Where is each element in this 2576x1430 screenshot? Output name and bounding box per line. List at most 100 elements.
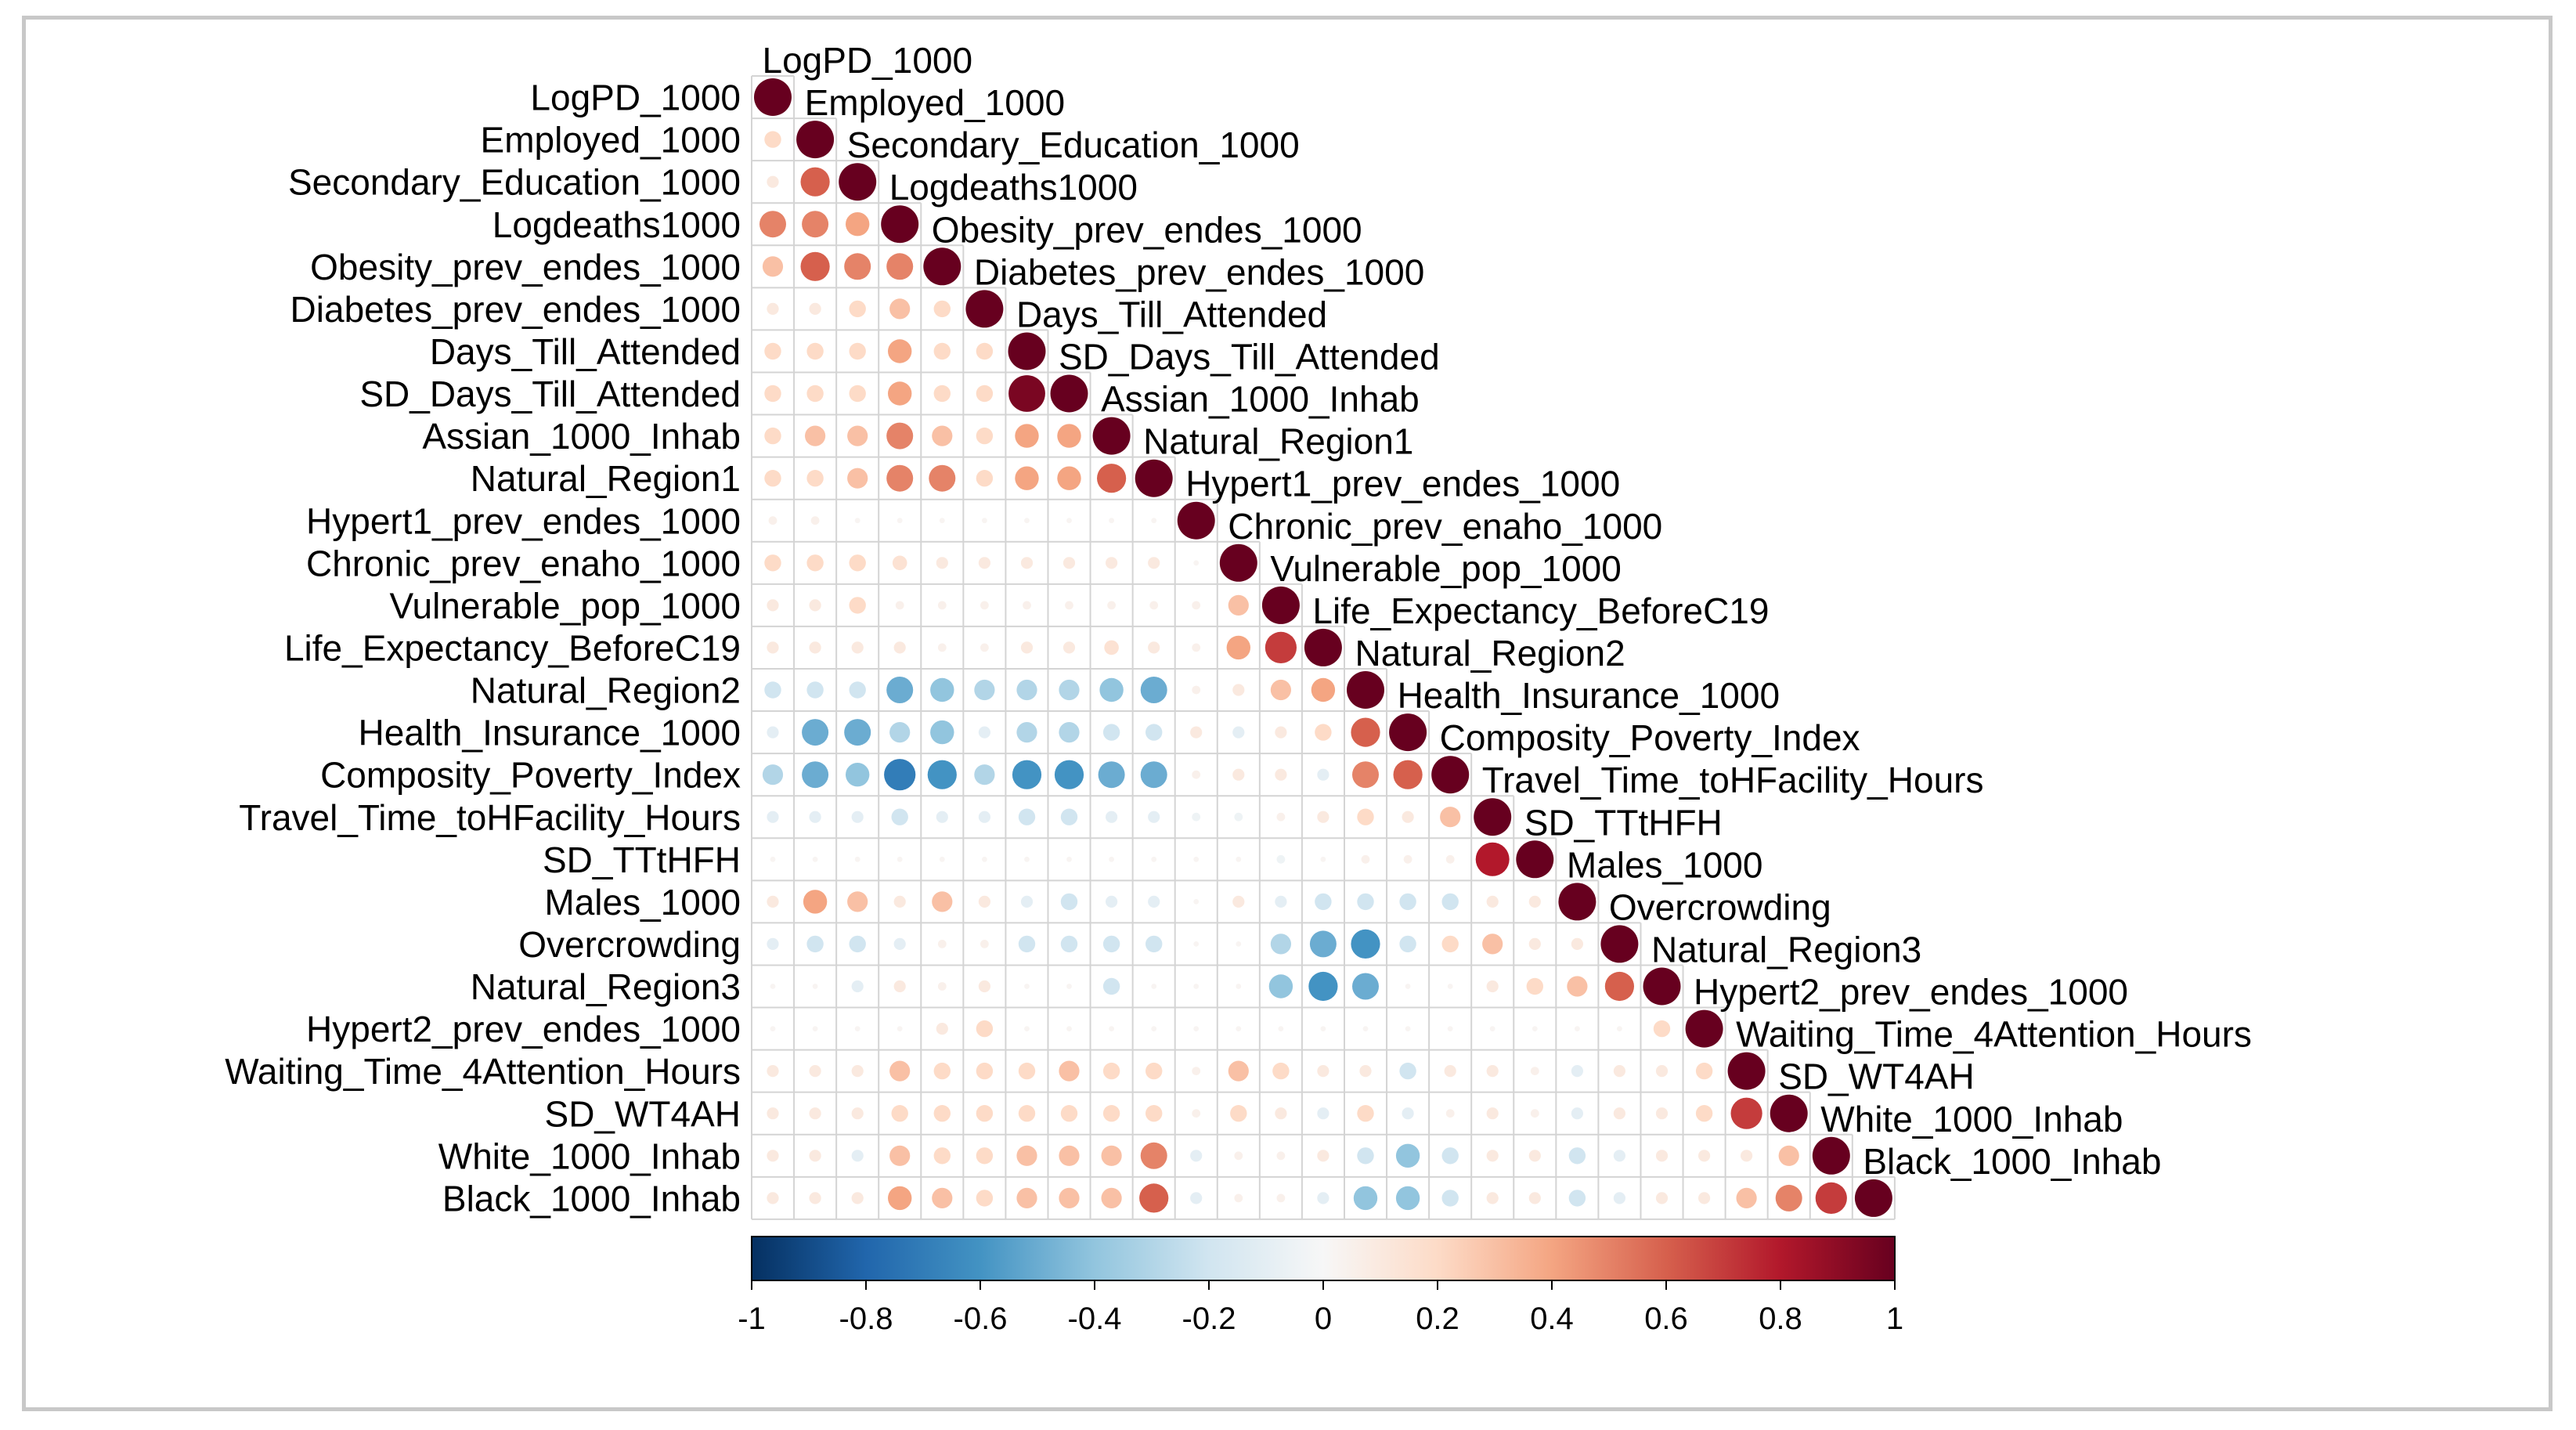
correlation-dot [976,342,994,360]
correlation-dot [1685,1009,1723,1048]
correlation-dot [1059,722,1080,743]
correlation-dot [974,764,995,785]
correlation-dot [1770,1094,1808,1132]
correlation-dot [849,597,866,614]
correlation-dot [851,1192,864,1204]
diagonal-label: LogPD_1000 [763,40,973,81]
row-label: Black_1000_Inhab [442,1178,741,1219]
correlation-dot [889,298,911,320]
diagonal-label: Natural_Region1 [1143,421,1413,462]
correlation-dot [976,1190,994,1207]
correlation-dot [1444,1065,1456,1078]
correlation-dot [768,516,777,525]
correlation-dot [1192,770,1201,779]
diagonal-label: Travel_Time_toHFacility_Hours [1482,760,1984,800]
correlation-dot [764,554,781,572]
correlation-dot [1317,1192,1329,1204]
correlation-dot [1778,1145,1799,1166]
correlation-dot [1234,1193,1243,1203]
correlation-dot [1440,807,1461,828]
correlation-dot [1357,1105,1374,1122]
correlation-dot [849,342,866,360]
correlation-dot [1276,854,1286,864]
correlation-dot [886,422,914,450]
correlation-dot [809,1192,821,1204]
colorbar-ticks: -1 -0.8 -0.6 -0.4 -0.2 0 0.2 0.4 0.6 0.8 1 [738,1280,1903,1336]
correlation-dot [974,679,995,701]
correlation-dot [933,385,951,403]
correlation-dot [1482,933,1503,955]
colorbar-tick-label: 0.4 [1530,1302,1574,1336]
correlation-dot [1177,501,1215,540]
correlation-dot [1315,893,1332,911]
correlation-dot [767,302,779,315]
row-label: Natural_Region1 [471,458,741,499]
correlation-dot [764,470,781,487]
correlation-dot [1270,679,1291,701]
correlation-dot [1320,856,1326,862]
correlation-dot [965,290,1004,328]
correlation-dot [893,980,906,993]
diagonal-label: Waiting_Time_4Attention_Hours [1736,1014,2252,1055]
diagonal-label: Employed_1000 [805,82,1065,123]
correlation-dot [976,1062,994,1080]
correlation-dot [1228,594,1249,616]
correlation-dot [1276,812,1286,822]
correlation-dot [1361,854,1370,864]
correlation-dot [1193,856,1200,862]
row-labels: LogPD_1000Employed_1000Secondary_Educati… [225,78,741,1219]
correlation-dot [1567,976,1588,997]
correlation-dot [1727,1052,1766,1090]
correlation-dot [1016,1187,1037,1208]
correlation-dot [1140,677,1167,703]
correlation-dot [1066,984,1072,989]
correlation-dot [936,1023,948,1035]
correlation-dot [888,381,912,406]
correlation-dot [1190,1192,1203,1204]
correlation-dot [810,516,820,525]
correlation-dot [1106,895,1118,908]
correlation-dot [980,940,989,948]
correlation-dot [847,425,868,446]
correlation-dot [806,385,824,403]
correlation-dot [1405,984,1411,989]
correlation-dot [937,601,947,610]
correlation-dot [1063,641,1076,654]
correlation-dot [1441,1147,1459,1165]
correlation-dot [1486,1150,1499,1162]
correlation-dot [1018,1062,1036,1080]
correlation-dot [803,890,828,914]
correlation-dot [933,1105,951,1122]
correlation-dot [1102,935,1120,953]
row-label: Diabetes_prev_endes_1000 [290,289,741,330]
correlation-dot [812,1026,818,1031]
correlation-dot [1059,679,1080,701]
correlation-dot [1192,812,1201,822]
correlation-dot [936,811,948,823]
correlation-dot [809,1150,821,1162]
correlation-dot [1812,1136,1850,1175]
correlation-dot [849,554,866,572]
correlation-dot [1190,726,1203,738]
row-label: LogPD_1000 [530,78,741,118]
diagonal-label: Males_1000 [1567,844,1763,885]
correlation-dot [892,555,907,571]
correlation-dot [923,247,961,286]
colorbar-tick-label: 0.2 [1416,1302,1459,1336]
correlation-dot [1101,1145,1122,1166]
correlation-dot [1193,984,1200,989]
correlation-dot [980,601,989,610]
correlation-dot [939,518,945,524]
correlation-dot [976,1105,994,1122]
correlation-dot [1016,679,1037,701]
correlation-dot [1151,1026,1157,1031]
correlation-dot [1516,840,1554,879]
correlation-dot [891,808,908,825]
correlation-dot [851,1107,864,1120]
correlation-dot [1571,1107,1583,1120]
grid [751,75,1896,1220]
correlation-dot [1604,971,1634,1002]
correlation-dot [1613,1065,1625,1078]
correlation-dot [1015,424,1039,448]
correlation-dot [930,677,954,702]
